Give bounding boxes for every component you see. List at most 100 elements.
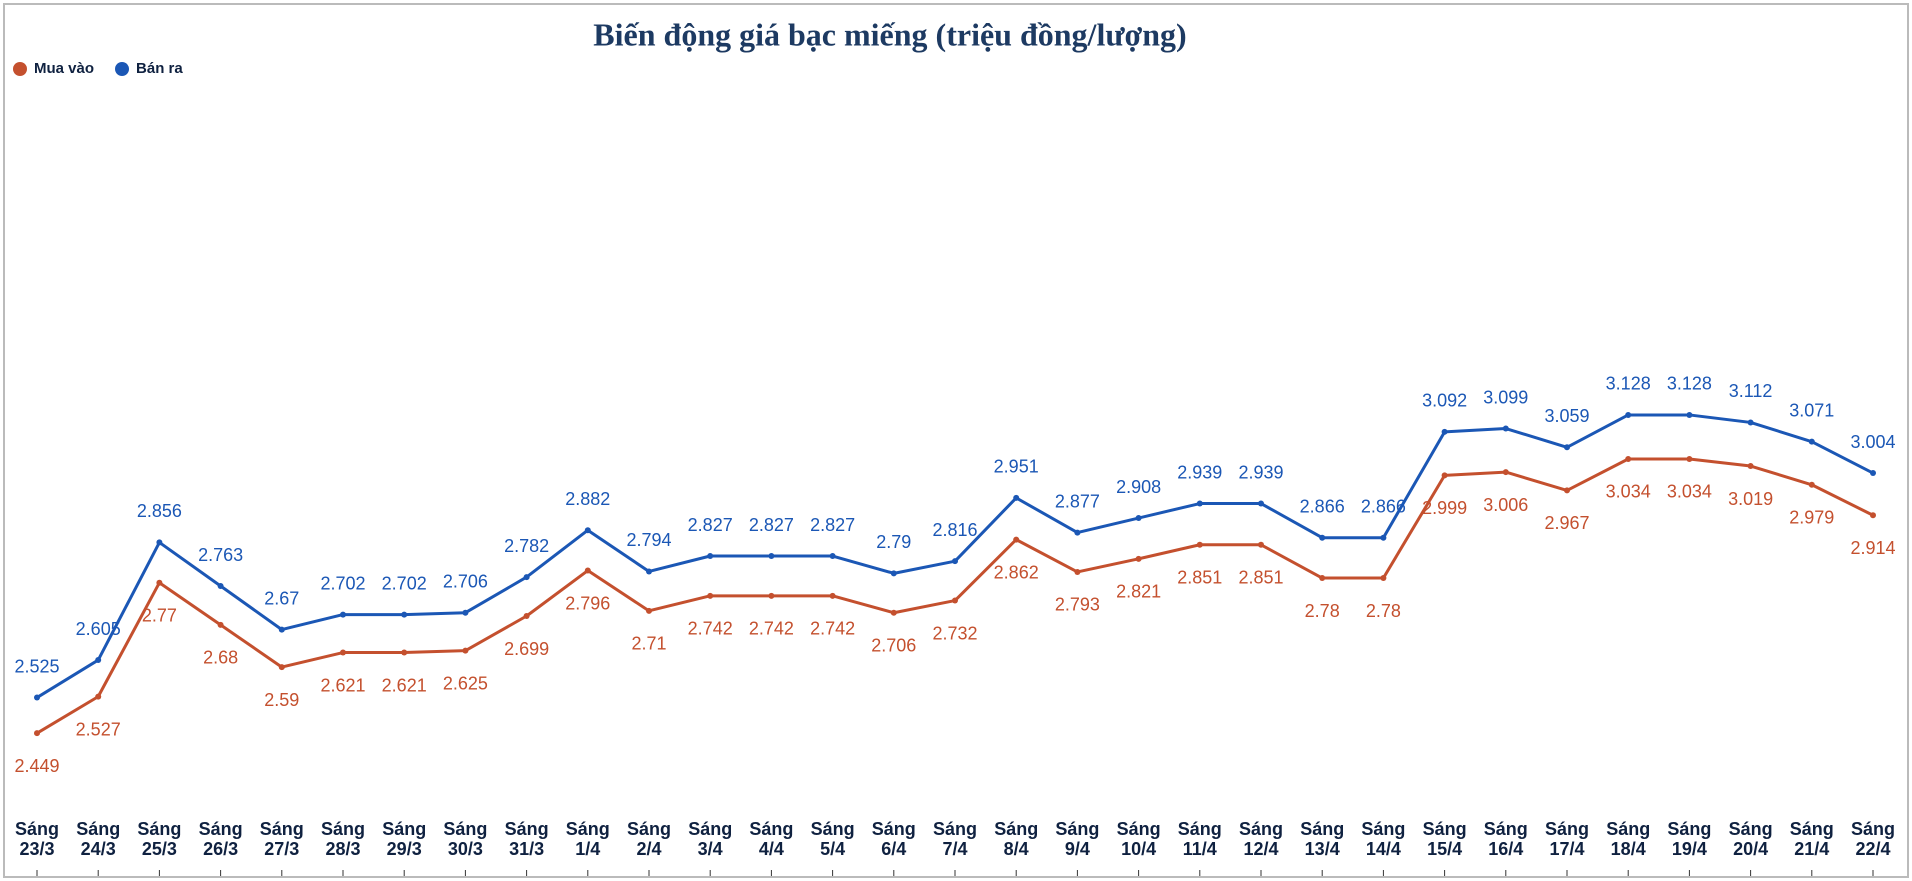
- data-label: 2.71: [631, 634, 666, 654]
- chart-title: Biến động giá bạc miếng (triệu đồng/lượn…: [593, 16, 1186, 52]
- data-point: [1808, 438, 1815, 445]
- data-label: 2.527: [76, 719, 121, 739]
- data-label: 2.862: [994, 562, 1039, 582]
- data-point: [1380, 575, 1387, 582]
- data-point: [95, 657, 102, 664]
- data-point: [1564, 487, 1570, 494]
- data-label: 2.793: [1055, 595, 1100, 615]
- data-label: 2.908: [1116, 477, 1161, 497]
- data-label: 2.742: [688, 619, 733, 639]
- data-label: 2.856: [137, 501, 182, 521]
- data-point: [1380, 534, 1387, 541]
- x-tick-label: Sáng 11/4: [1178, 819, 1222, 859]
- data-point: [462, 609, 469, 616]
- x-tick-label: Sáng 4/4: [749, 819, 793, 859]
- data-label: 2.67: [264, 588, 299, 608]
- data-label: 2.79: [876, 532, 911, 552]
- legend-label: Bán ra: [136, 60, 183, 77]
- data-label: 2.706: [443, 571, 488, 591]
- data-point: [278, 626, 285, 633]
- data-label: 2.605: [76, 619, 121, 639]
- x-tick-label: Sáng 12/4: [1239, 819, 1283, 859]
- data-label: 2.782: [504, 536, 549, 556]
- data-label: 2.866: [1361, 496, 1406, 516]
- data-label: 2.794: [626, 530, 671, 550]
- data-point: [1196, 541, 1203, 548]
- data-label: 2.525: [14, 656, 59, 676]
- data-point: [1135, 555, 1142, 562]
- data-label: 3.034: [1667, 482, 1712, 502]
- x-tick-label: Sáng 8/4: [994, 819, 1038, 859]
- legend-marker: [13, 62, 27, 76]
- data-point: [217, 621, 224, 628]
- x-tick-label: Sáng 22/4: [1851, 819, 1895, 859]
- data-point: [1502, 425, 1509, 432]
- data-point: [1564, 444, 1570, 451]
- data-point: [1686, 455, 1693, 462]
- data-point: [1747, 463, 1754, 470]
- data-point: [1013, 494, 1020, 501]
- frame: [3, 3, 1909, 878]
- data-label: 2.967: [1544, 513, 1589, 533]
- data-point: [768, 553, 775, 560]
- data-label: 2.68: [203, 648, 238, 668]
- data-label: 2.796: [565, 593, 610, 613]
- data-label: 3.092: [1422, 391, 1467, 411]
- data-point: [1870, 512, 1876, 519]
- x-tick-label: Sáng 23/3: [15, 819, 59, 859]
- data-label: 2.979: [1789, 508, 1834, 528]
- x-tick-label: Sáng 18/4: [1606, 819, 1650, 859]
- data-point: [584, 567, 591, 574]
- data-point: [401, 611, 408, 618]
- series-line: [36, 413, 1874, 699]
- data-label: 3.006: [1483, 495, 1528, 515]
- data-point: [1625, 411, 1632, 418]
- data-label: 3.112: [1729, 381, 1773, 401]
- x-tick-label: Sáng 26/3: [199, 819, 243, 859]
- data-point: [1686, 411, 1693, 418]
- data-label: 3.128: [1667, 374, 1712, 394]
- data-point: [890, 570, 897, 577]
- data-point: [340, 649, 346, 656]
- data-label: 3.059: [1544, 406, 1589, 426]
- data-label: 2.821: [1116, 582, 1161, 602]
- data-point: [1013, 536, 1020, 543]
- data-label: 3.034: [1606, 482, 1651, 502]
- data-point: [1135, 515, 1142, 522]
- data-label: 2.742: [749, 619, 794, 639]
- data-point: [95, 693, 102, 700]
- data-label: 2.449: [14, 756, 59, 776]
- data-point: [1074, 529, 1081, 536]
- x-tick-label: Sáng 3/4: [688, 819, 732, 859]
- data-point: [1441, 472, 1448, 479]
- data-label: 2.827: [688, 515, 733, 535]
- data-point: [1319, 575, 1326, 582]
- x-tick-label: Sáng 20/4: [1729, 819, 1773, 859]
- data-label: 2.827: [749, 515, 794, 535]
- x-tick-label: Sáng 5/4: [811, 819, 855, 859]
- x-tick-label: Sáng 10/4: [1117, 819, 1161, 859]
- data-label: 2.78: [1305, 601, 1340, 621]
- data-point: [340, 611, 346, 618]
- x-tick-label: Sáng 21/4: [1790, 819, 1834, 859]
- data-label: 2.77: [142, 605, 177, 625]
- data-point: [401, 649, 408, 656]
- data-label: 2.866: [1300, 496, 1345, 516]
- data-label: 2.816: [932, 520, 977, 540]
- data-label: 2.59: [264, 690, 299, 710]
- data-point: [707, 553, 714, 560]
- x-tick-label: Sáng 9/4: [1055, 819, 1099, 859]
- x-tick-label: Sáng 15/4: [1423, 819, 1467, 859]
- data-label: 3.071: [1789, 400, 1834, 420]
- data-label: 3.128: [1606, 374, 1651, 394]
- data-label: 2.882: [565, 489, 610, 509]
- data-point: [646, 607, 652, 614]
- data-point: [156, 579, 163, 586]
- data-point: [34, 730, 40, 737]
- data-label: 2.702: [382, 573, 427, 593]
- x-tick-label: Sáng 7/4: [933, 819, 977, 859]
- data-point: [1196, 500, 1203, 507]
- x-tick-label: Sáng 28/3: [321, 819, 365, 859]
- data-label: 2.763: [198, 545, 243, 565]
